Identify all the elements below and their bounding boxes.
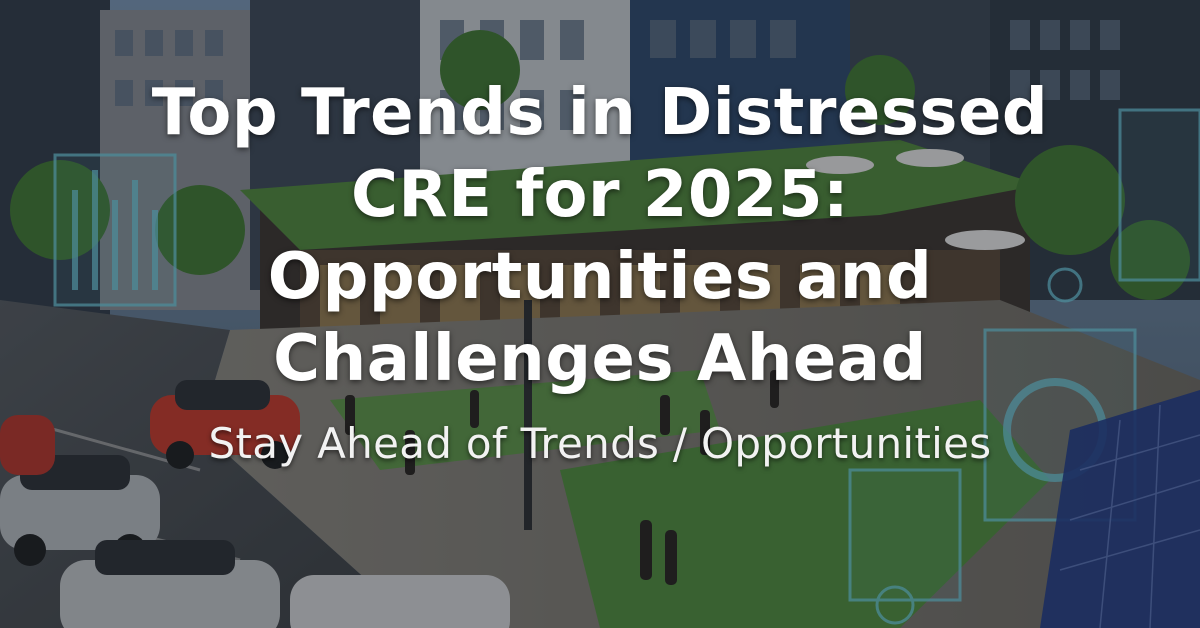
banner-text: Top Trends in Distressed CRE for 2025: O… — [0, 72, 1200, 470]
headline-line-1: Top Trends in Distressed — [151, 76, 1049, 150]
parked-cars — [0, 380, 510, 628]
headline-line-4: Challenges Ahead — [273, 322, 927, 396]
red-car-2 — [0, 415, 55, 475]
headline-line-3: Opportunities and — [267, 240, 933, 314]
white-car — [290, 575, 510, 628]
holographic-panels — [53, 108, 1200, 625]
subheadline: Stay Ahead of Trends / Opportunities — [208, 419, 992, 468]
red-car — [150, 380, 300, 469]
solar-panels — [1040, 390, 1200, 628]
pedestrians — [345, 370, 779, 585]
headline-line-2: CRE for 2025: — [350, 158, 850, 232]
headline: Top Trends in Distressed CRE for 2025: O… — [50, 72, 1150, 400]
silver-car-2 — [60, 540, 280, 628]
